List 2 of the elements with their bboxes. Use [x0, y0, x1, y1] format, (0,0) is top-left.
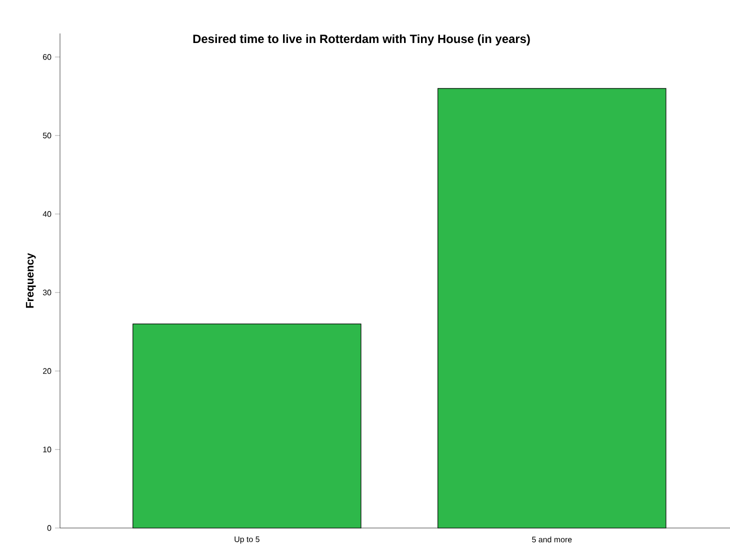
- y-axis-title: Frequency: [26, 253, 36, 308]
- chart-title: Desired time to live in Rotterdam with Tiny House (in years): [193, 34, 530, 46]
